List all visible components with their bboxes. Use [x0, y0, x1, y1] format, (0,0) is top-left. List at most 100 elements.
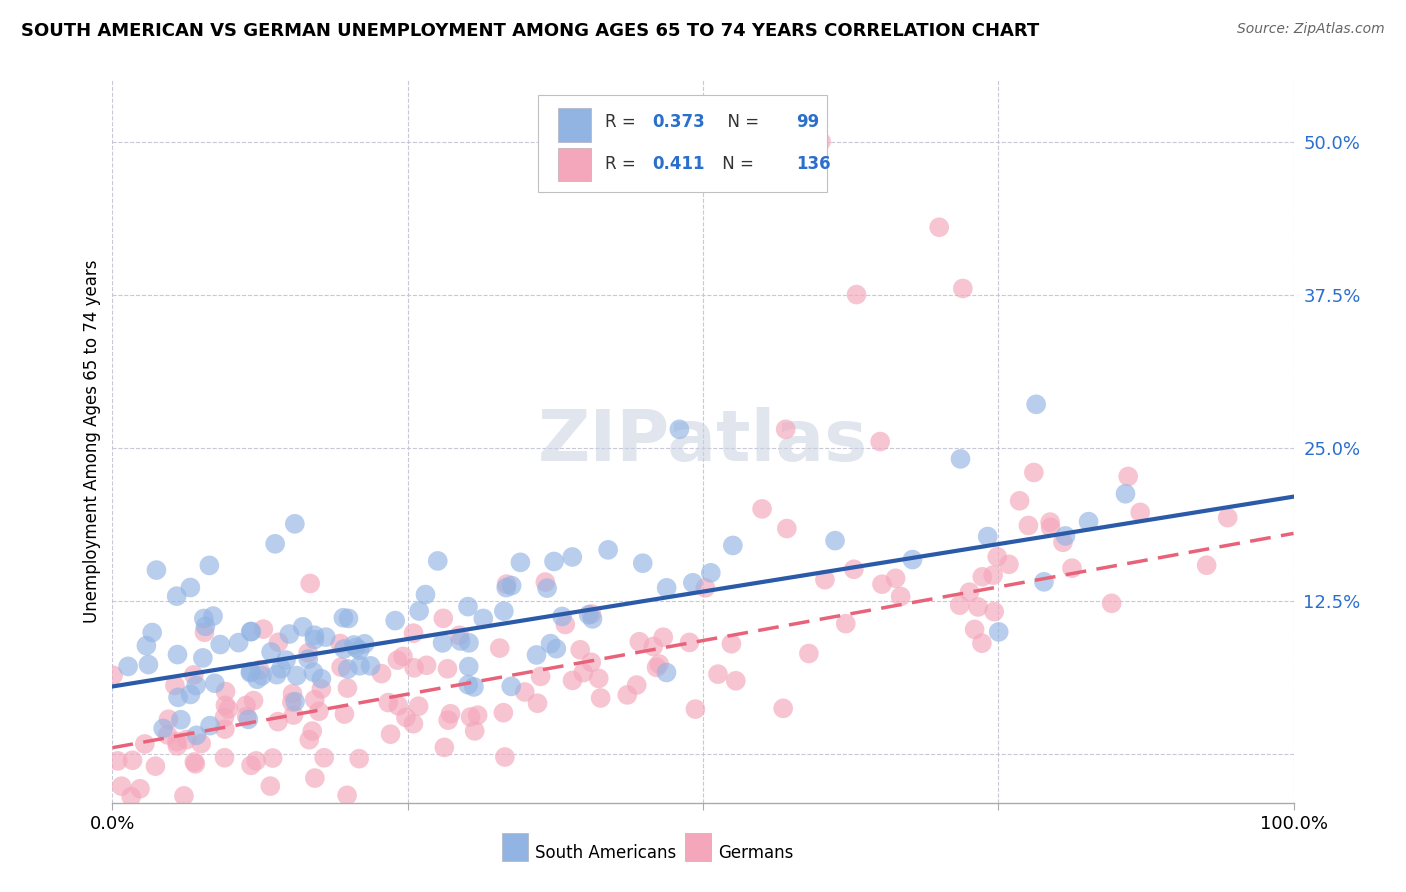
- Y-axis label: Unemployment Among Ages 65 to 74 years: Unemployment Among Ages 65 to 74 years: [83, 260, 101, 624]
- Point: [959, 585, 981, 599]
- Point: [643, 640, 665, 654]
- Point: [668, 422, 690, 436]
- Point: [436, 662, 458, 676]
- Point: [967, 599, 990, 614]
- Point: [1039, 520, 1062, 534]
- Point: [235, 698, 257, 713]
- Point: [311, 681, 333, 696]
- Point: [464, 723, 486, 738]
- Point: [751, 502, 773, 516]
- Point: [190, 737, 212, 751]
- Point: [179, 581, 201, 595]
- Bar: [558, 109, 591, 142]
- Point: [170, 713, 193, 727]
- Point: [494, 750, 516, 764]
- Point: [534, 575, 557, 590]
- Point: [488, 641, 510, 656]
- Point: [281, 687, 304, 701]
- Point: [344, 640, 367, 655]
- Point: [336, 789, 359, 803]
- Text: ZIPatlas: ZIPatlas: [538, 407, 868, 476]
- Point: [336, 662, 359, 676]
- Point: [239, 665, 262, 680]
- Point: [302, 665, 325, 679]
- Point: [551, 609, 574, 624]
- Point: [204, 676, 226, 690]
- Point: [588, 672, 610, 686]
- Point: [402, 626, 425, 640]
- Point: [526, 696, 548, 710]
- Point: [626, 678, 648, 692]
- Point: [329, 636, 352, 650]
- Point: [408, 699, 430, 714]
- Text: 0.373: 0.373: [652, 112, 704, 131]
- Point: [377, 696, 399, 710]
- Point: [214, 750, 236, 764]
- Point: [239, 624, 262, 639]
- Point: [678, 635, 700, 649]
- Point: [267, 635, 290, 649]
- Point: [315, 630, 337, 644]
- Text: R =: R =: [605, 112, 641, 131]
- Point: [949, 452, 972, 467]
- Point: [648, 657, 671, 671]
- Point: [1116, 469, 1139, 483]
- Point: [285, 668, 308, 682]
- Point: [238, 712, 260, 726]
- Point: [1216, 510, 1239, 524]
- Point: [120, 789, 142, 804]
- Point: [259, 779, 281, 793]
- Point: [270, 662, 292, 676]
- Point: [284, 516, 307, 531]
- Point: [299, 576, 322, 591]
- Point: [529, 669, 551, 683]
- Point: [186, 728, 208, 742]
- Point: [384, 614, 406, 628]
- Point: [129, 781, 152, 796]
- Point: [283, 708, 305, 723]
- Point: [387, 653, 409, 667]
- Point: [509, 555, 531, 569]
- Point: [314, 751, 336, 765]
- Point: [1052, 535, 1074, 549]
- Text: South Americans: South Americans: [536, 844, 676, 862]
- Point: [581, 655, 603, 669]
- Point: [695, 581, 717, 595]
- Point: [581, 612, 603, 626]
- Point: [682, 575, 704, 590]
- Point: [264, 537, 287, 551]
- Point: [561, 549, 583, 564]
- Point: [1101, 596, 1123, 610]
- Point: [569, 642, 592, 657]
- Point: [166, 589, 188, 603]
- Point: [983, 605, 1005, 619]
- Point: [495, 577, 517, 591]
- Point: [432, 611, 454, 625]
- Point: [543, 554, 565, 568]
- Point: [415, 658, 437, 673]
- Point: [281, 695, 304, 709]
- Point: [501, 578, 523, 592]
- Point: [1077, 515, 1099, 529]
- Point: [513, 685, 536, 699]
- Point: [291, 620, 314, 634]
- Point: [952, 281, 974, 295]
- Point: [949, 598, 972, 612]
- Point: [616, 688, 638, 702]
- Point: [720, 637, 742, 651]
- Point: [1022, 466, 1045, 480]
- Point: [145, 563, 167, 577]
- Point: [297, 652, 319, 666]
- Point: [1025, 397, 1047, 411]
- Point: [214, 698, 236, 713]
- Point: [250, 669, 273, 683]
- Point: [274, 653, 297, 667]
- Text: N =: N =: [717, 112, 765, 131]
- Point: [1054, 529, 1077, 543]
- Point: [1017, 518, 1039, 533]
- Point: [167, 690, 190, 705]
- Point: [194, 619, 217, 633]
- Point: [262, 751, 284, 765]
- Point: [492, 604, 515, 618]
- Point: [166, 648, 188, 662]
